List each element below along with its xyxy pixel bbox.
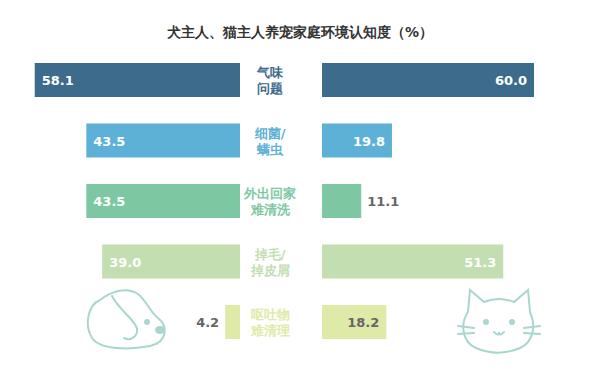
- dog-nose: [156, 327, 164, 333]
- category-label: 外出回家难清洗: [243, 186, 296, 217]
- dog-eye: [145, 320, 149, 324]
- bar: [322, 63, 534, 97]
- category-line: 呕吐物: [251, 307, 290, 322]
- data-label: 60.0: [495, 73, 527, 88]
- data-label: 4.2: [196, 315, 219, 330]
- data-label: 11.1: [367, 194, 399, 209]
- bar: [102, 245, 240, 279]
- cat-whiskers: [458, 326, 540, 334]
- bars-right: [322, 63, 534, 339]
- cat-icon: [458, 290, 540, 353]
- data-label: 19.8: [353, 134, 385, 149]
- data-label: 18.2: [347, 315, 379, 330]
- title: 犬主人、猫主人养宠家庭环境认知度（%）: [167, 24, 433, 40]
- category-line: 螨虫: [256, 142, 284, 157]
- data-label: 58.1: [42, 73, 74, 88]
- category-line: 细菌/: [254, 126, 286, 141]
- category-line: 难清理: [250, 323, 290, 338]
- data-label: 39.0: [109, 255, 141, 270]
- category-line: 外出回家: [243, 186, 296, 201]
- category-line: 难清洗: [250, 202, 291, 217]
- bar: [322, 305, 386, 339]
- bars-left: [35, 63, 240, 339]
- bar: [86, 184, 240, 218]
- data-label: 43.5: [93, 134, 125, 149]
- category-line: 掉毛/: [254, 247, 286, 262]
- category-label: 掉毛/掉皮屑: [250, 247, 290, 278]
- bar: [35, 63, 240, 97]
- category-label: 细菌/螨虫: [254, 126, 286, 157]
- bar: [225, 305, 240, 339]
- cat-eye: [510, 320, 514, 324]
- dog-icon: [88, 290, 165, 348]
- category-label: 气味问题: [256, 65, 284, 96]
- chart: 犬主人、猫主人养宠家庭环境认知度（%） 气味问题 58.1 60.0 细菌/螨虫 43.5…: [0, 0, 600, 377]
- cat-head: [463, 290, 533, 353]
- bar: [322, 245, 503, 279]
- bar: [322, 184, 361, 218]
- category-line: 掉皮屑: [250, 263, 290, 278]
- dog-head: [88, 290, 165, 348]
- dog-ear: [112, 296, 137, 339]
- data-label: 43.5: [93, 194, 125, 209]
- category-line: 气味: [256, 65, 284, 80]
- bar: [86, 124, 240, 158]
- bar: [322, 124, 392, 158]
- data-label: 51.3: [464, 255, 496, 270]
- category-label: 呕吐物难清理: [250, 307, 290, 338]
- cat-mouth: [494, 332, 504, 335]
- labels: 气味问题 58.1 60.0 细菌/螨虫 43.5 19.8 外出回家难清洗 43.5 11.1…: [42, 65, 527, 338]
- category-line: 问题: [257, 81, 283, 96]
- cat-eye: [484, 320, 488, 324]
